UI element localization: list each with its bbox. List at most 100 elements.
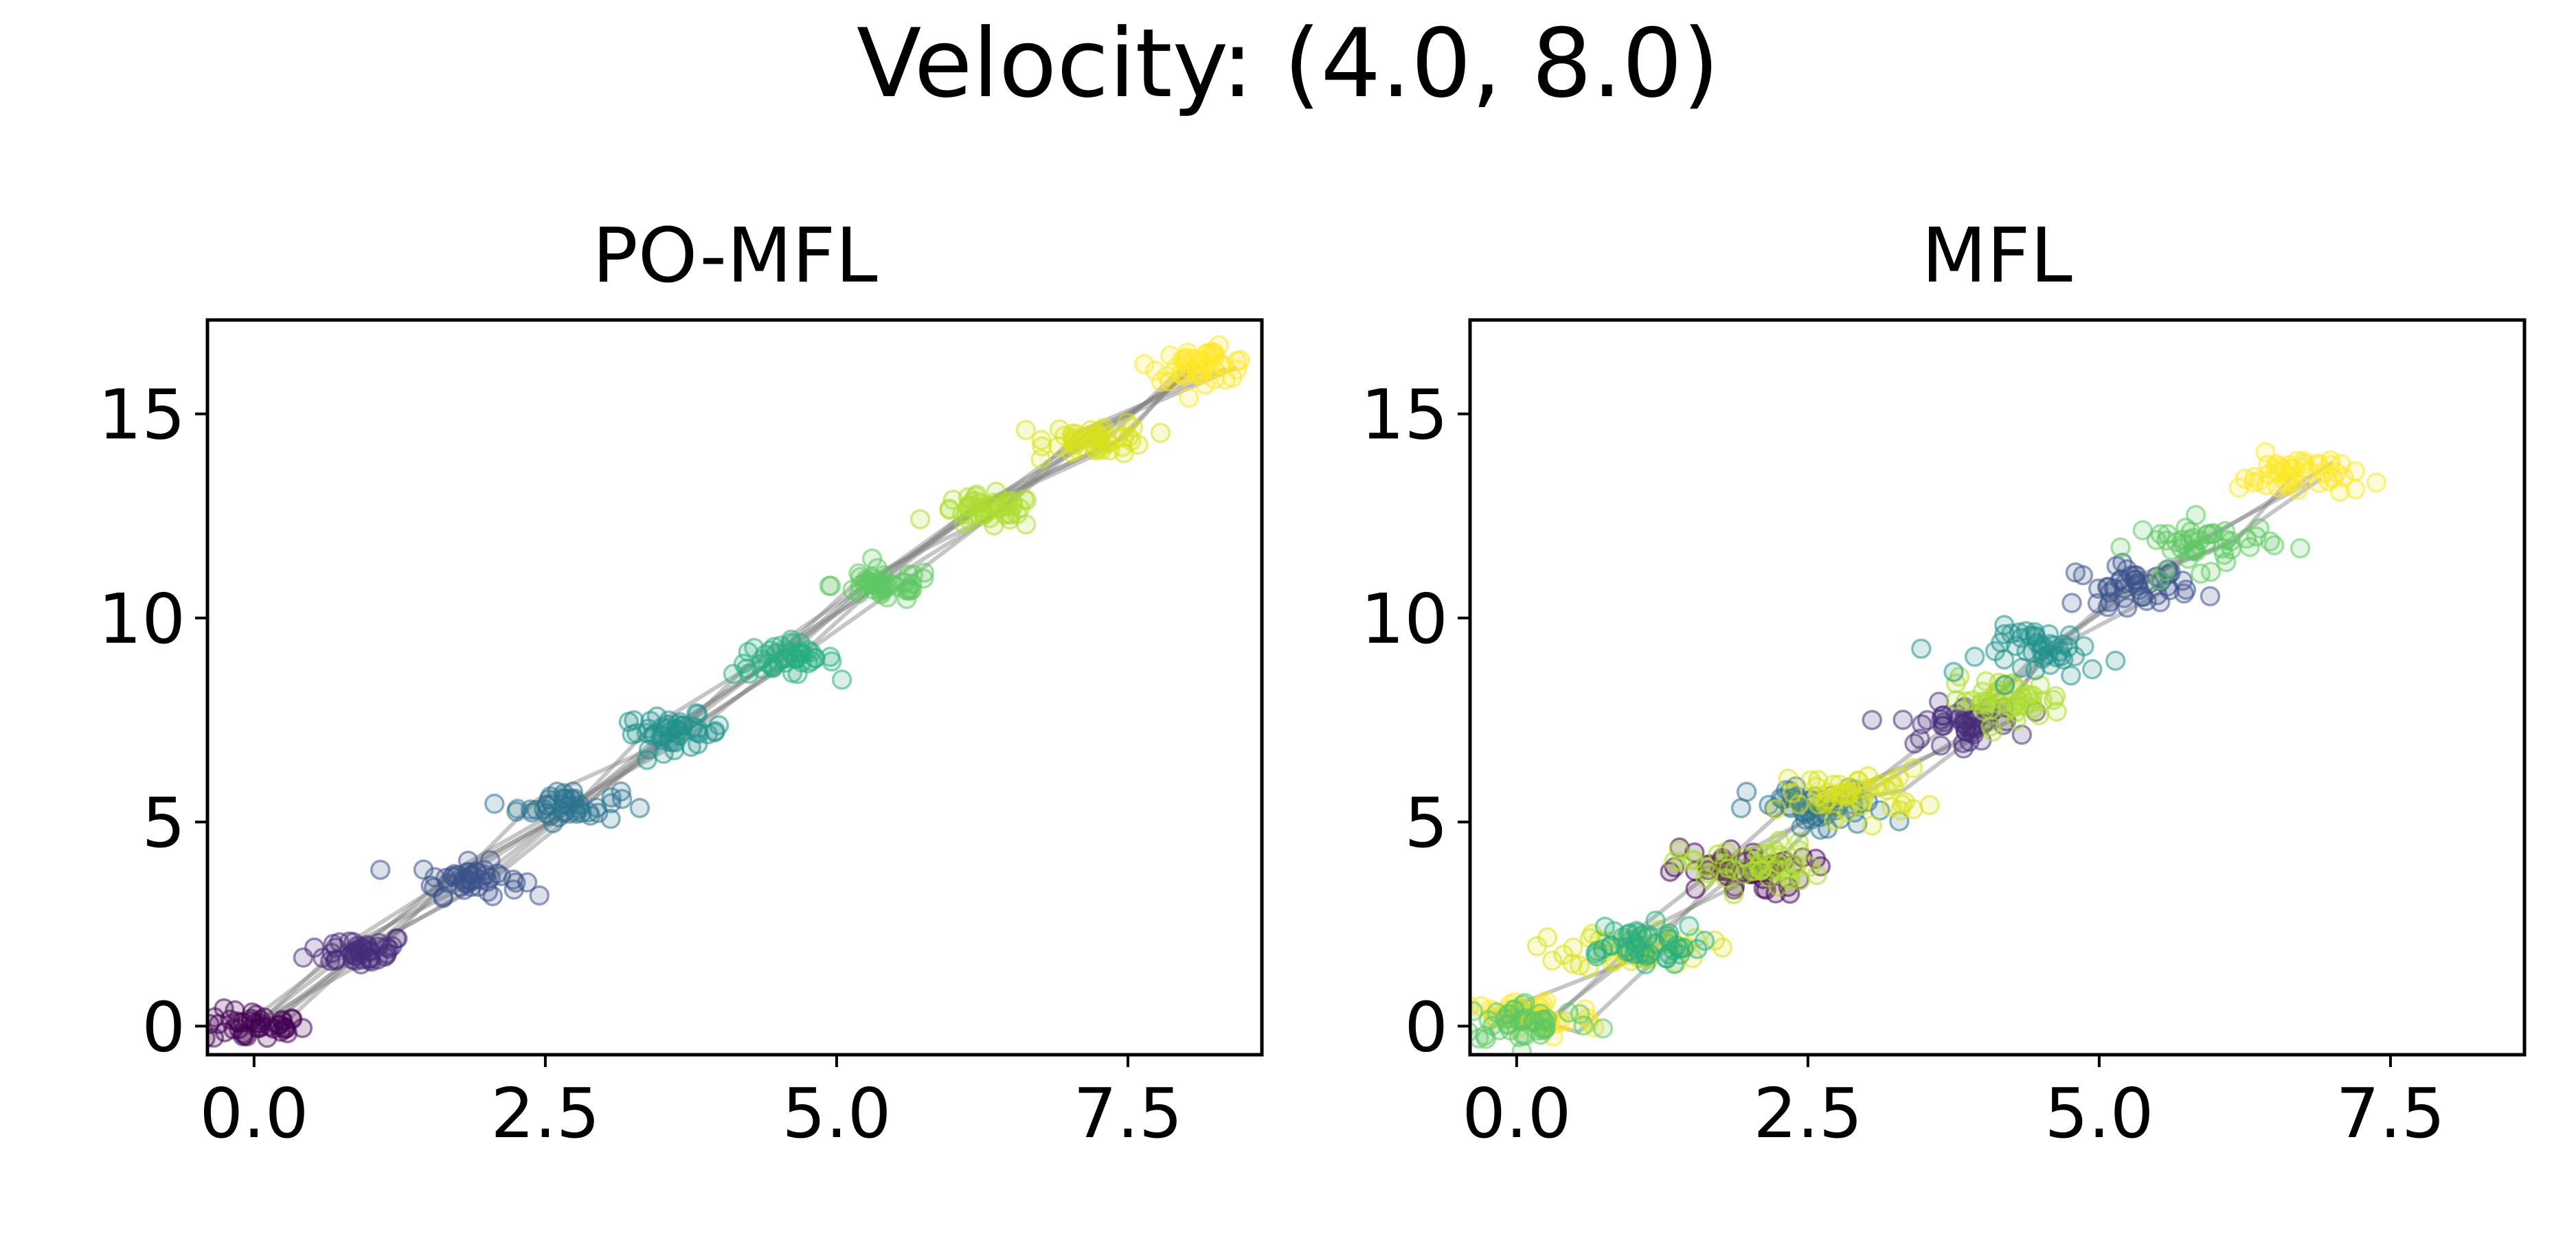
particle-point — [1470, 1000, 1484, 1022]
particle-point — [1085, 440, 1106, 461]
particle-point — [819, 575, 840, 597]
particle-point — [1594, 916, 1616, 937]
particle-point — [1663, 851, 1684, 872]
particle-point — [569, 799, 590, 819]
particle-point — [1862, 709, 1882, 731]
particle-point — [1626, 921, 1647, 941]
particle-point — [2098, 577, 2119, 597]
particle-point — [2212, 538, 2233, 559]
particle-point — [2366, 472, 2387, 493]
particle-point — [1997, 700, 2018, 721]
particle-point — [2026, 627, 2046, 648]
particle-point — [805, 648, 826, 669]
particle-point — [1993, 649, 2015, 670]
particle-point — [1212, 354, 1233, 375]
particle-point — [2059, 625, 2080, 646]
particle-point — [1645, 910, 1666, 931]
y-tick-label: 5 — [142, 783, 185, 863]
particle-point — [251, 1016, 271, 1037]
particle-point — [186, 1009, 204, 1027]
particle-point — [1840, 777, 1860, 798]
particle-point — [1708, 844, 1728, 865]
panel-po-mfl: PO-MFL 0.0 2.5 5.0 7.5 0 5 10 15 — [98, 211, 1264, 1154]
particle-point — [1570, 1004, 1590, 1025]
particle-point — [1735, 847, 1755, 867]
particle-point — [688, 704, 708, 725]
particle-point — [1592, 939, 1614, 959]
particle-point — [913, 568, 934, 589]
axes-frame — [205, 318, 1264, 1057]
y-tick-label: 0 — [1404, 987, 1448, 1067]
particle-point — [1533, 1009, 1554, 1030]
particle-point — [433, 888, 453, 908]
particle-point — [1592, 1018, 1614, 1039]
particle-point — [2293, 457, 2314, 478]
particle-point — [2125, 569, 2145, 590]
x-tick-label: 2.5 — [1753, 1073, 1862, 1154]
particle-point — [1150, 422, 1171, 444]
particle-point — [1882, 771, 1902, 792]
particle-point — [2155, 560, 2176, 582]
particle-point — [1063, 433, 1084, 453]
particle-point — [436, 867, 456, 889]
trajectory-line — [248, 363, 1201, 1023]
particle-point — [1144, 360, 1166, 381]
particle-point — [1943, 661, 1964, 683]
particle-point — [376, 943, 397, 964]
panel-mfl: MFL 0.0 2.5 5.0 7.5 0 5 10 15 — [1361, 211, 2527, 1154]
particle-point — [2133, 586, 2154, 607]
particle-point — [1515, 992, 1535, 1014]
particle-point — [2176, 517, 2196, 538]
y-tick-label: 0 — [142, 987, 185, 1067]
particle-point — [1447, 1009, 1465, 1027]
trajectory-line — [262, 367, 1227, 1020]
particle-point — [1893, 709, 1913, 731]
particle-point — [1542, 950, 1563, 971]
particle-point — [1911, 638, 1932, 659]
particle-point — [1173, 365, 1195, 387]
particle-point — [320, 950, 341, 972]
particle-point — [1683, 849, 1704, 870]
particle-point — [622, 724, 642, 745]
particle-point — [1756, 843, 1777, 865]
particle-point — [2290, 538, 2311, 559]
particle-point — [629, 797, 651, 819]
particle-point — [1919, 794, 1940, 816]
particle-point — [2314, 463, 2334, 483]
particle-point — [1814, 793, 1835, 814]
particle-point — [1766, 799, 1787, 820]
trajectory-line — [263, 359, 1194, 1025]
x-tick-label: 5.0 — [2044, 1073, 2154, 1154]
particle-point — [1122, 417, 1144, 438]
particle-point — [2072, 564, 2094, 586]
x-axis: 0.0 2.5 5.0 7.5 — [1462, 1055, 2445, 1154]
particle-point — [2276, 475, 2297, 496]
particle-point — [1930, 735, 1952, 756]
particle-point — [477, 881, 499, 902]
particle-point — [686, 722, 708, 743]
panel-title: PO-MFL — [592, 211, 877, 299]
x-tick-label: 0.0 — [1462, 1073, 1571, 1154]
particle-point — [487, 863, 508, 884]
particle-point — [2149, 592, 2171, 613]
particle-point — [2081, 659, 2103, 680]
particle-point — [536, 795, 557, 816]
particle-point — [1157, 365, 1177, 386]
particle-point — [1912, 714, 1932, 735]
particle-point — [1851, 790, 1872, 811]
particle-point — [272, 1011, 293, 1032]
particle-point — [1837, 802, 1857, 823]
particle-point — [1932, 716, 1953, 736]
particle-point — [1193, 359, 1214, 380]
plot-area — [1447, 442, 2387, 1055]
particle-point — [2060, 665, 2081, 686]
particle-point — [506, 872, 526, 893]
y-tick-label: 10 — [1361, 579, 1448, 659]
particle-point — [1904, 733, 1925, 754]
particle-point — [997, 490, 1019, 511]
particle-point — [861, 566, 883, 587]
particle-point — [1970, 694, 1991, 715]
particle-point — [1476, 1029, 1497, 1049]
particle-point — [2200, 586, 2221, 607]
particle-point — [1902, 758, 1923, 779]
